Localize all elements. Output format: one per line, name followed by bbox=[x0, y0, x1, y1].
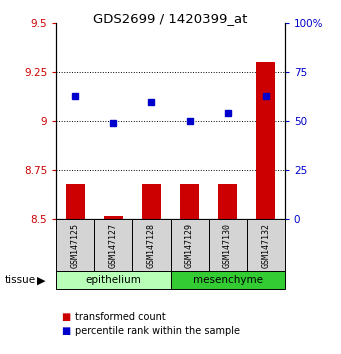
Bar bbox=[170, 271, 285, 289]
Bar bbox=[180, 184, 199, 219]
Text: ▶: ▶ bbox=[37, 275, 45, 285]
Text: ■: ■ bbox=[61, 312, 71, 322]
Text: mesenchyme: mesenchyme bbox=[193, 275, 263, 285]
Bar bbox=[256, 62, 275, 219]
Text: percentile rank within the sample: percentile rank within the sample bbox=[75, 326, 240, 336]
Text: GSM147125: GSM147125 bbox=[71, 223, 80, 268]
Text: GSM147128: GSM147128 bbox=[147, 223, 156, 268]
Text: epithelium: epithelium bbox=[86, 275, 141, 285]
Bar bbox=[218, 184, 237, 219]
Text: transformed count: transformed count bbox=[75, 312, 166, 322]
Bar bbox=[66, 184, 85, 219]
Text: ■: ■ bbox=[61, 326, 71, 336]
Bar bbox=[56, 271, 170, 289]
Text: GSM147130: GSM147130 bbox=[223, 223, 232, 268]
Bar bbox=[132, 219, 170, 271]
Text: tissue: tissue bbox=[5, 275, 36, 285]
Text: GDS2699 / 1420399_at: GDS2699 / 1420399_at bbox=[93, 12, 248, 25]
Bar bbox=[170, 219, 209, 271]
Bar bbox=[247, 219, 285, 271]
Text: GSM147127: GSM147127 bbox=[109, 223, 118, 268]
Bar bbox=[94, 219, 132, 271]
Text: GSM147129: GSM147129 bbox=[185, 223, 194, 268]
Text: GSM147132: GSM147132 bbox=[261, 223, 270, 268]
Bar bbox=[142, 184, 161, 219]
Bar bbox=[56, 219, 94, 271]
Bar bbox=[209, 219, 247, 271]
Bar bbox=[104, 216, 123, 219]
